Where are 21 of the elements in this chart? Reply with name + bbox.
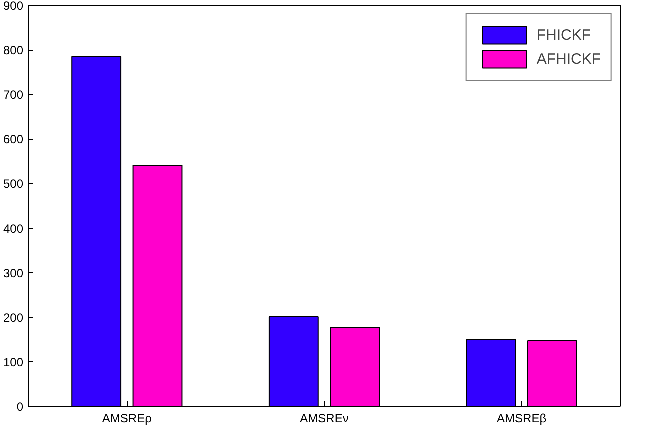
legend-label: FHICKF: [536, 26, 591, 44]
y-tick-label: 0: [16, 400, 24, 414]
y-tick-label: 300: [3, 266, 24, 280]
x-tick-label: AMSREν: [300, 412, 349, 426]
legend-label: AFHICKF: [536, 50, 601, 68]
y-tick-label: 700: [3, 88, 24, 102]
bar: [330, 327, 380, 406]
y-tick-label: 600: [3, 132, 24, 147]
x-tick-label: AMSREβ: [497, 412, 547, 426]
y-tick-label: 900: [3, 0, 24, 13]
bar: [72, 56, 122, 406]
y-tick-label: 100: [3, 355, 24, 370]
y-tick-label: 400: [3, 222, 24, 236]
y-tick-label: 800: [3, 44, 24, 58]
y-tick-label: 500: [3, 177, 24, 192]
bar: [466, 339, 516, 406]
bar: [527, 340, 578, 406]
bar: [132, 164, 183, 406]
y-tick-label: 200: [3, 310, 24, 325]
bar: [268, 316, 319, 406]
x-tick-label: AMSREρ: [102, 412, 152, 426]
